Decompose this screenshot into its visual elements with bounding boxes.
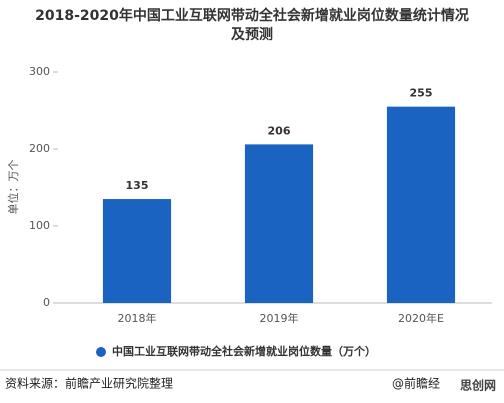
data-label: 255 [410,87,433,100]
y-axis-label: 单位：万个 [6,160,20,215]
y-tick-label: 0 [43,296,50,309]
bar [386,106,456,304]
x-tick-label: 2018年 [118,311,157,325]
data-label: 206 [268,124,291,137]
y-tick-label: 200 [29,142,50,155]
bar [102,199,172,303]
chart-title: 2018-2020年中国工业互联网带动全社会新增就业岗位数量统计情况及预测 [35,7,469,43]
y-tick-label: 100 [29,219,50,232]
data-label: 135 [126,179,149,192]
legend-marker [96,347,106,357]
y-tick-label: 300 [29,65,50,78]
bar [244,144,314,303]
watermark: @前瞻经 [392,376,440,391]
x-tick-label: 2019年 [260,311,299,325]
logo: 思创网 [460,378,496,393]
legend-label: 中国工业互联网带动全社会新增就业岗位数量（万个） [112,344,376,358]
x-tick-label: 2020年E [398,311,444,325]
source: 资料来源：前瞻产业研究院整理 [5,376,173,391]
